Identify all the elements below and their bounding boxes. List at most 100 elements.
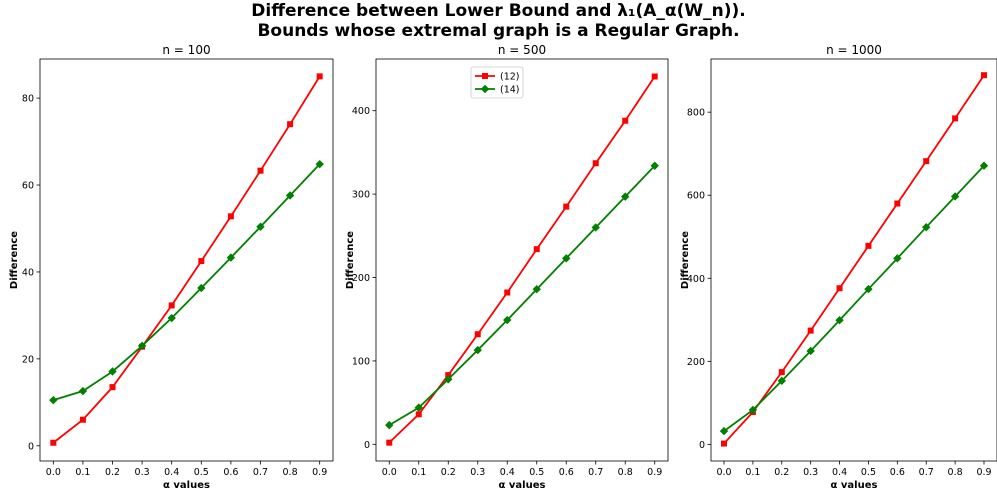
- x-tick-label: 0.3: [803, 467, 818, 478]
- x-tick-label: 0.2: [105, 467, 120, 478]
- data-point: [591, 223, 600, 232]
- y-axis-label: Difference: [9, 231, 20, 289]
- x-tick-label: 0.0: [46, 467, 61, 478]
- x-tick-label: 0.9: [647, 467, 662, 478]
- series-1: [721, 72, 987, 447]
- series-line: [52, 75, 321, 444]
- y-tick-label: 100: [352, 356, 370, 367]
- data-point: [923, 158, 930, 165]
- data-point: [721, 440, 727, 447]
- data-point: [315, 159, 324, 169]
- y-tick-label: 800: [687, 108, 705, 119]
- data-point: [287, 121, 294, 128]
- data-point: [981, 72, 987, 79]
- x-tick-label: 0.8: [948, 467, 963, 478]
- plot-frame: [39, 58, 334, 462]
- x-tick-label: 0.7: [253, 467, 268, 478]
- data-point: [651, 73, 658, 80]
- y-tick-label: 40: [22, 267, 34, 278]
- series-line: [388, 76, 656, 444]
- y-tick-label: 0: [364, 440, 370, 451]
- x-tick-label: 0.7: [588, 467, 603, 478]
- data-point: [137, 341, 147, 351]
- x-tick-label: 0.4: [832, 467, 847, 478]
- subplot-3: n = 1000 0.0 0.1 0.2 0.3 0.4 0.5 0.6 0.7 0.8 0.9 0 2…: [680, 43, 997, 491]
- data-point: [226, 253, 236, 262]
- data-point: [979, 161, 989, 170]
- series-line: [723, 165, 985, 432]
- data-point: [719, 426, 729, 436]
- x-tick-label: 0.2: [441, 467, 456, 478]
- data-point: [444, 375, 453, 384]
- data-point: [807, 327, 814, 334]
- y-tick-label: 300: [352, 190, 370, 201]
- data-point: [894, 200, 901, 207]
- x-tick-label: 0.8: [283, 467, 298, 478]
- y-tick-label: 200: [352, 273, 370, 284]
- subplot-title: n = 500: [498, 43, 546, 57]
- x-tick-label: 0.5: [194, 467, 209, 478]
- data-point: [504, 289, 511, 296]
- x-tick-label: 0.5: [861, 467, 876, 478]
- data-point: [285, 191, 295, 200]
- y-tick-label: 0: [28, 441, 34, 452]
- data-point: [922, 222, 931, 232]
- series-line: [53, 163, 321, 402]
- data-point: [50, 439, 57, 446]
- x-tick-label: 0.3: [470, 467, 485, 478]
- series-1: [50, 73, 323, 446]
- y-tick-label: 20: [22, 354, 34, 365]
- legend-label: (12): [500, 72, 520, 83]
- data-point: [806, 346, 815, 356]
- legend-label: (14): [500, 85, 520, 96]
- data-point: [865, 242, 872, 249]
- series-2: [719, 161, 989, 436]
- data-point: [748, 405, 758, 415]
- data-point: [227, 213, 234, 220]
- plot-frame: [375, 58, 669, 462]
- data-point: [563, 203, 570, 210]
- data-point: [650, 161, 659, 170]
- y-tick-label: 400: [352, 106, 370, 117]
- legend: (12) (14): [470, 66, 524, 99]
- y-tick-label: 400: [687, 274, 705, 285]
- figure-title-line1: Difference between Lower Bound and λ₁(A_…: [251, 1, 746, 21]
- data-point: [78, 386, 88, 396]
- subplot-title: n = 100: [162, 43, 210, 57]
- x-tick-label: 0.6: [559, 467, 574, 478]
- data-point: [414, 403, 423, 412]
- data-point: [385, 420, 394, 430]
- data-point: [168, 302, 175, 309]
- data-point: [474, 331, 481, 338]
- x-tick-label: 0.2: [774, 467, 789, 478]
- x-tick-label: 0.4: [500, 467, 515, 478]
- data-point: [49, 395, 58, 405]
- y-tick-label: 0: [699, 440, 705, 451]
- data-point: [864, 284, 873, 294]
- x-tick-label: 0.7: [919, 467, 934, 478]
- x-axis-label: α values: [831, 480, 878, 491]
- data-point: [256, 222, 265, 231]
- x-tick-label: 0.0: [382, 467, 397, 478]
- data-point: [415, 411, 422, 418]
- series-line: [388, 165, 656, 426]
- y-tick-label: 80: [22, 94, 34, 105]
- x-axis-label: α values: [499, 480, 546, 491]
- series-line: [723, 74, 985, 445]
- series-2: [385, 161, 659, 430]
- x-tick-label: 0.8: [618, 467, 633, 478]
- subplot-2: n = 500 0.0 0.1 0.2 0.3 0.4 0.5 0.6 0.7 0.8 0.9 0 10…: [345, 43, 669, 491]
- y-axis-label: Difference: [680, 231, 691, 289]
- data-point: [592, 160, 599, 167]
- x-tick-label: 0.9: [312, 467, 327, 478]
- data-point: [893, 254, 902, 263]
- data-point: [622, 117, 629, 124]
- x-tick-label: 0.4: [164, 467, 179, 478]
- data-point: [167, 313, 176, 323]
- legend-marker: [480, 84, 490, 94]
- x-tick-label: 0.1: [411, 467, 426, 478]
- data-point: [562, 254, 571, 263]
- x-tick-label: 0.3: [135, 467, 150, 478]
- data-point: [532, 284, 541, 294]
